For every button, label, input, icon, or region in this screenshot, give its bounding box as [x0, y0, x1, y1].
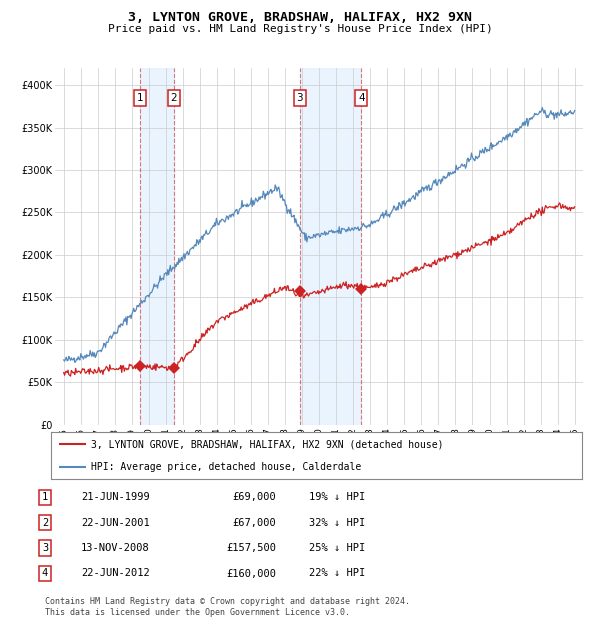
Text: 4: 4	[358, 93, 365, 103]
Bar	[300, 68, 361, 425]
Text: £67,000: £67,000	[232, 518, 276, 528]
Text: 13-NOV-2008: 13-NOV-2008	[81, 543, 150, 553]
Text: 22-JUN-2012: 22-JUN-2012	[81, 569, 150, 578]
Text: £160,000: £160,000	[226, 569, 276, 578]
Text: 1: 1	[42, 492, 48, 502]
Text: £157,500: £157,500	[226, 543, 276, 553]
Text: HPI: Average price, detached house, Calderdale: HPI: Average price, detached house, Cald…	[91, 461, 361, 472]
Text: 21-JUN-1999: 21-JUN-1999	[81, 492, 150, 502]
Text: 19% ↓ HPI: 19% ↓ HPI	[309, 492, 365, 502]
Text: 32% ↓ HPI: 32% ↓ HPI	[309, 518, 365, 528]
Text: 4: 4	[42, 569, 48, 578]
Text: 3, LYNTON GROVE, BRADSHAW, HALIFAX, HX2 9XN: 3, LYNTON GROVE, BRADSHAW, HALIFAX, HX2 …	[128, 11, 472, 24]
Bar	[140, 68, 174, 425]
Text: £69,000: £69,000	[232, 492, 276, 502]
Text: 25% ↓ HPI: 25% ↓ HPI	[309, 543, 365, 553]
Text: 22-JUN-2001: 22-JUN-2001	[81, 518, 150, 528]
Text: 1: 1	[137, 93, 143, 103]
Text: Price paid vs. HM Land Registry's House Price Index (HPI): Price paid vs. HM Land Registry's House …	[107, 24, 493, 33]
Text: 3, LYNTON GROVE, BRADSHAW, HALIFAX, HX2 9XN (detached house): 3, LYNTON GROVE, BRADSHAW, HALIFAX, HX2 …	[91, 439, 443, 450]
Text: Contains HM Land Registry data © Crown copyright and database right 2024.
This d: Contains HM Land Registry data © Crown c…	[45, 598, 410, 617]
Text: 2: 2	[170, 93, 177, 103]
Text: 2: 2	[42, 518, 48, 528]
Text: 3: 3	[296, 93, 303, 103]
Text: 22% ↓ HPI: 22% ↓ HPI	[309, 569, 365, 578]
Text: 3: 3	[42, 543, 48, 553]
